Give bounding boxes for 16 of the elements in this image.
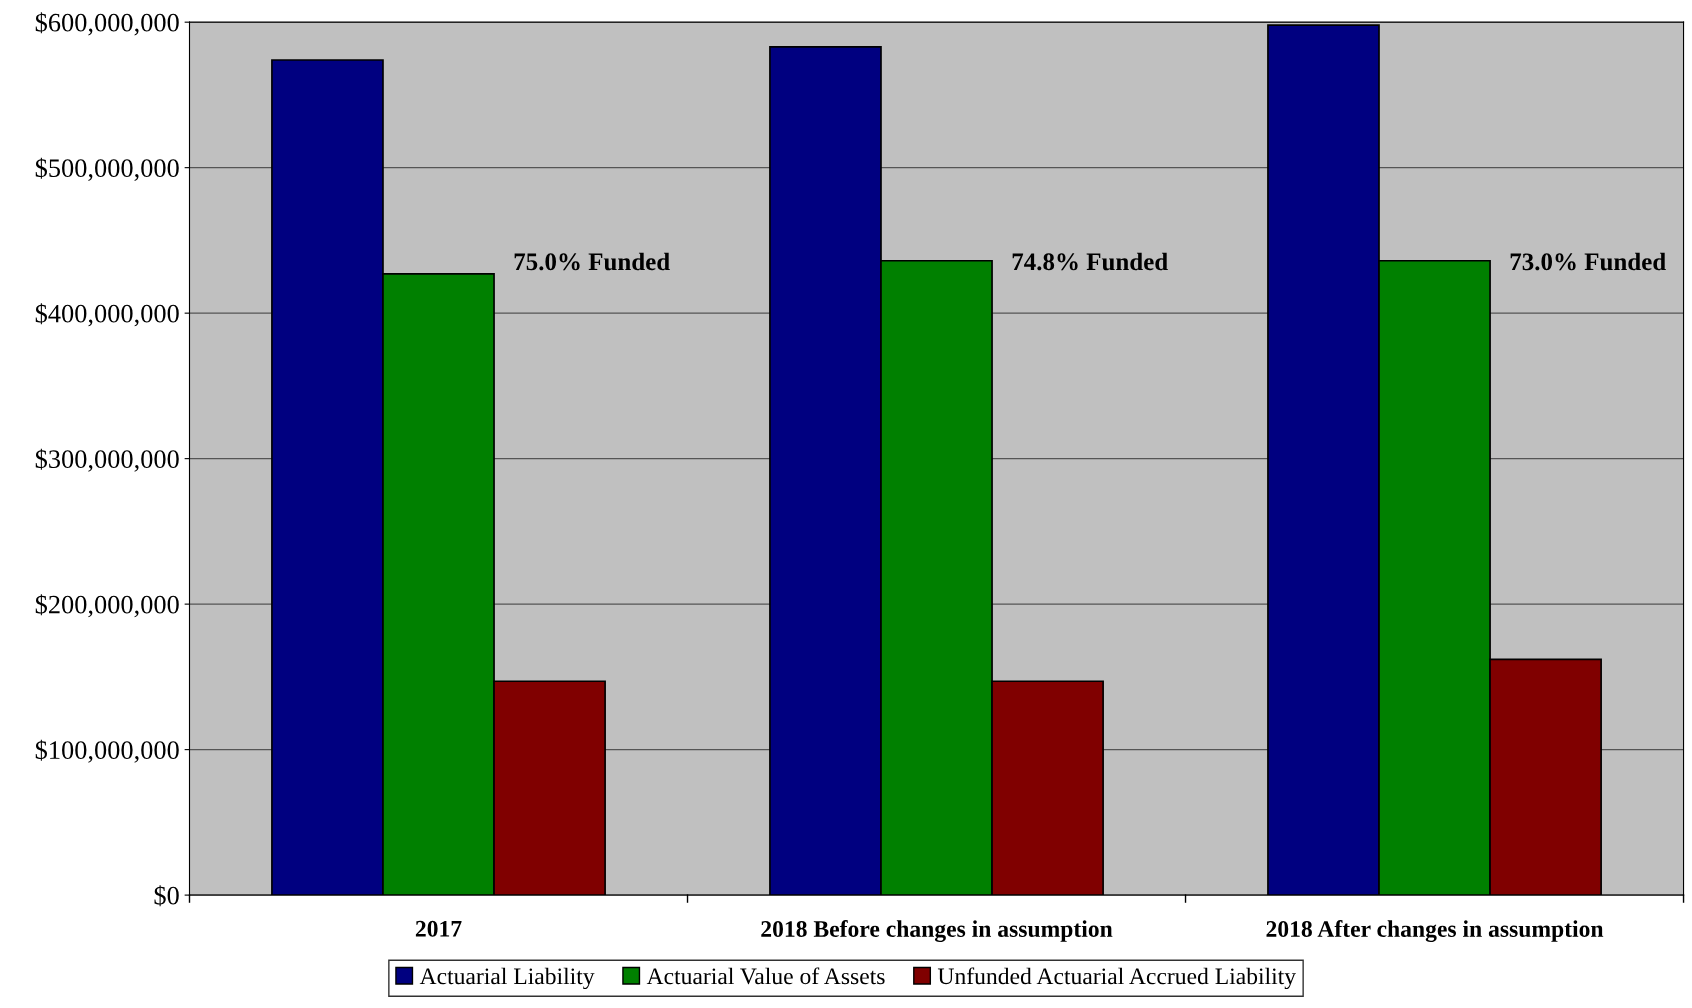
y-tick-label: $0 <box>154 885 179 907</box>
y-tick-label: $200,000,000 <box>35 594 179 618</box>
x-tick-label: 2018 Before changes in assumption <box>761 920 1113 942</box>
y-tick-label: $100,000,000 <box>35 739 179 763</box>
annotation: 74.8% Funded <box>1012 252 1168 271</box>
annotation: 73.0% Funded <box>1510 252 1666 271</box>
y-tick-label: $500,000,000 <box>35 157 179 181</box>
x-tick-label: 2017 <box>415 920 462 937</box>
y-tick-label: $600,000,000 <box>35 12 179 36</box>
legend-label: Unfunded Actuarial Accrued Liability <box>937 967 1296 990</box>
annotation: 75.0% Funded <box>514 252 670 271</box>
x-tick-label: 2018 After changes in assumption <box>1266 920 1604 942</box>
legend-label: Actuarial Liability <box>419 967 595 990</box>
legend-label: Actuarial Value of Assets <box>646 967 885 985</box>
y-tick-label: $400,000,000 <box>35 303 179 327</box>
y-tick-label: $300,000,000 <box>35 448 179 472</box>
